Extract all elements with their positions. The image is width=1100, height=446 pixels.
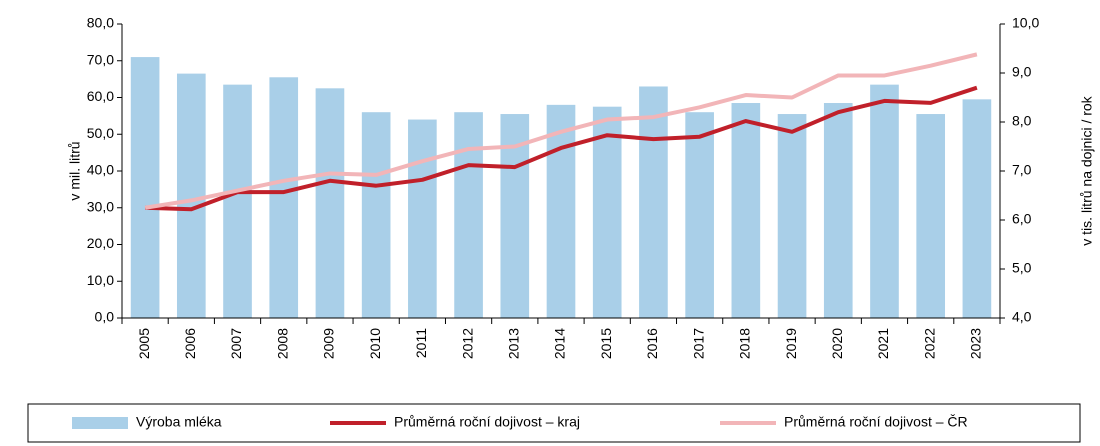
bar	[130, 57, 160, 318]
y2-tick-label: 9,0	[1012, 64, 1032, 80]
x-tick-label: 2018	[737, 328, 753, 359]
x-tick-label: 2008	[274, 328, 290, 359]
x-tick-label: 2007	[228, 328, 244, 359]
x-tick-label: 2005	[136, 328, 152, 359]
y-tick-label: 30,0	[87, 198, 114, 214]
y-tick-label: 10,0	[87, 272, 114, 288]
bar	[870, 84, 899, 318]
y-tick-label: 70,0	[87, 51, 114, 67]
y-tick-label: 80,0	[87, 15, 114, 31]
x-tick-label: 2023	[968, 328, 984, 359]
x-tick-label: 2014	[552, 328, 568, 359]
x-tick-label: 2019	[783, 328, 799, 359]
bar	[454, 112, 483, 318]
bar	[592, 106, 622, 318]
x-tick-label: 2021	[875, 328, 891, 359]
bar	[408, 119, 437, 318]
bar	[315, 88, 345, 318]
y2-tick-label: 6,0	[1012, 211, 1032, 227]
bar	[269, 77, 299, 318]
x-tick-label: 2012	[459, 328, 475, 359]
line-series	[145, 85, 978, 212]
bar	[777, 114, 807, 318]
legend-label: Průměrná roční dojivost – kraj	[394, 414, 580, 430]
x-tick-label: 2017	[690, 328, 706, 359]
bar	[823, 103, 853, 318]
y2-tick-label: 4,0	[1012, 309, 1032, 325]
legend-box	[27, 403, 1081, 443]
x-tick-label: 2013	[505, 328, 521, 359]
x-tick-label: 2016	[644, 328, 660, 359]
y-tick-label: 0,0	[95, 309, 115, 325]
legend-label: Výroba mléka	[136, 414, 222, 430]
bar	[916, 114, 946, 318]
x-tick-label: 2020	[829, 328, 845, 359]
x-tick-label: 2009	[321, 328, 337, 359]
bar	[176, 73, 206, 318]
y2-tick-label: 8,0	[1012, 113, 1032, 129]
x-tick-label: 2010	[367, 328, 383, 359]
y2-tick-label: 10,0	[1012, 15, 1039, 31]
bar	[685, 112, 714, 318]
y-tick-label: 40,0	[87, 162, 114, 178]
y-tick-label: 50,0	[87, 125, 114, 141]
x-tick-label: 2022	[921, 328, 937, 359]
x-tick-label: 2006	[182, 328, 198, 359]
y2-tick-label: 7,0	[1012, 162, 1032, 178]
bar	[223, 84, 252, 318]
x-tick-label: 2011	[413, 328, 429, 358]
bar	[361, 112, 391, 318]
x-tick-label: 2015	[598, 328, 614, 359]
bar	[731, 103, 761, 318]
y2-tick-label: 5,0	[1012, 260, 1032, 276]
y-tick-label: 60,0	[87, 88, 114, 104]
y-tick-label: 20,0	[87, 235, 114, 251]
legend-label: Průměrná roční dojivost – ČR	[784, 414, 968, 430]
bar	[639, 86, 668, 318]
y-axis-label: v mil. litrů	[67, 141, 83, 200]
bar	[962, 99, 992, 319]
bar	[546, 104, 576, 318]
line-series	[144, 52, 978, 210]
legend-swatch	[72, 417, 128, 429]
y2-axis-label: v tis. litrů na dojnici / rok	[1079, 95, 1095, 245]
